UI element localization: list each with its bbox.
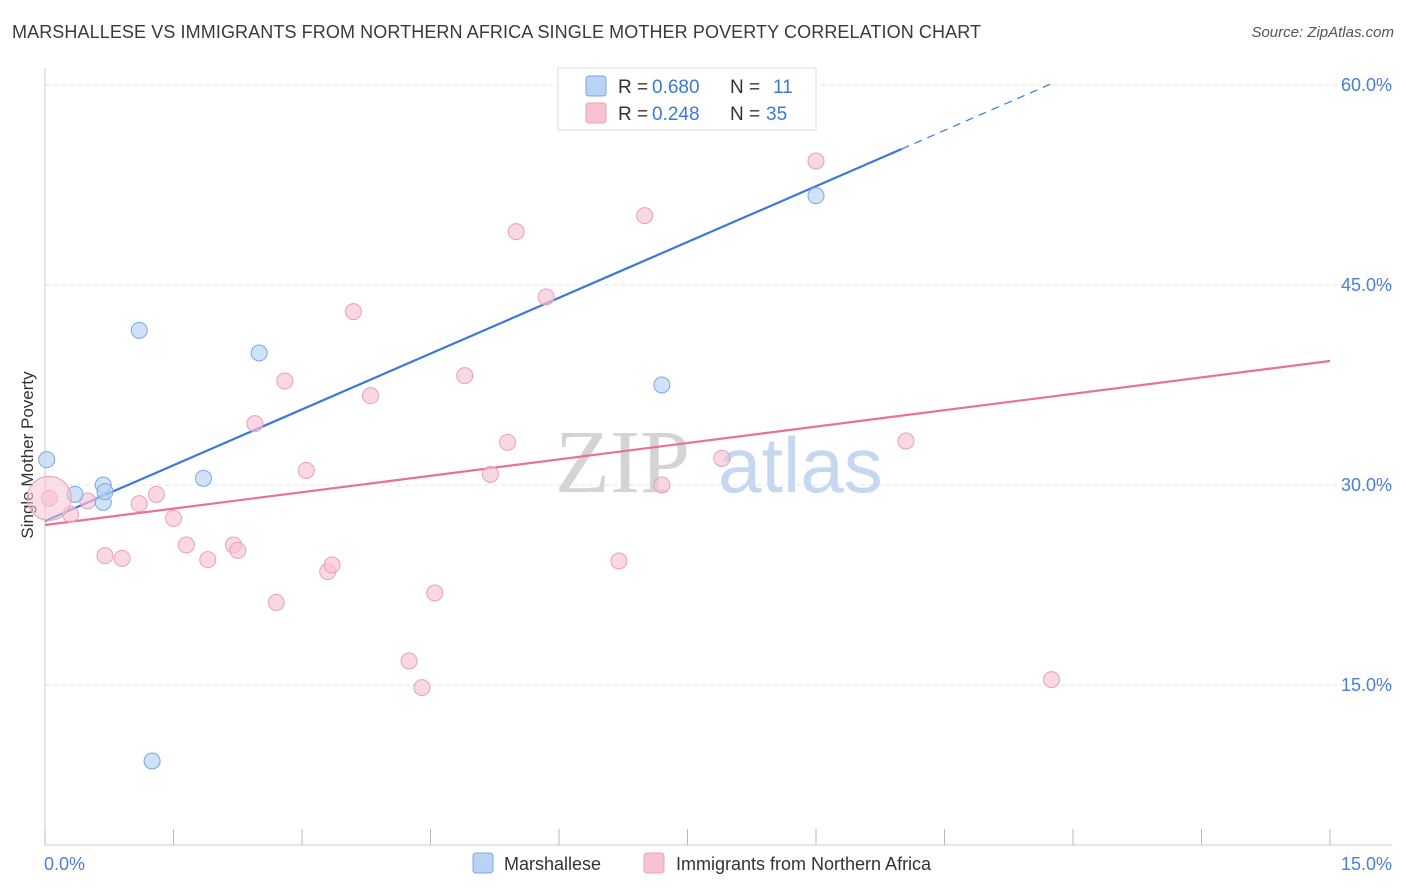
x-tick-label-max: 15.0%	[1341, 854, 1392, 874]
point-immigrants-33	[897, 432, 915, 450]
legend-n-value-2: 35	[766, 104, 787, 125]
y-tick-label-15: 15.0%	[1341, 675, 1392, 695]
y-tick-label-45: 45.0%	[1341, 275, 1392, 295]
point-immigrants-7	[165, 509, 182, 527]
bottom-legend-immigrants: Immigrants from Northern Africa	[676, 854, 932, 874]
bottom-legend-swatch-immigrants	[643, 852, 665, 874]
y-tick-labels: 15.0% 30.0% 45.0% 60.0%	[1341, 75, 1392, 695]
y-tick-label-30: 30.0%	[1341, 475, 1392, 495]
point-immigrants-14	[276, 372, 294, 390]
y-tick-label-60: 60.0%	[1341, 75, 1392, 95]
point-immigrants-20	[400, 652, 418, 670]
point-immigrants-34	[1043, 671, 1061, 689]
data-points	[26, 152, 1061, 770]
point-immigrants-18	[344, 303, 362, 321]
point-marshallese-5	[143, 752, 161, 770]
legend-n-label-1: N =	[730, 77, 760, 98]
point-marshallese-10	[96, 483, 114, 501]
point-immigrants-15	[297, 461, 315, 479]
bottom-legend-swatch-marshallese	[472, 852, 494, 874]
point-immigrants-26	[507, 223, 525, 241]
bottom-legend-marshallese: Marshallese	[504, 854, 601, 874]
legend-r-label-2: R =	[618, 104, 648, 125]
point-marshallese-0	[38, 451, 56, 469]
point-marshallese-8	[653, 376, 671, 394]
point-immigrants-21	[413, 679, 431, 697]
bottom-legend: Marshallese Immigrants from Northern Afr…	[472, 852, 932, 874]
point-immigrants-6	[147, 485, 165, 503]
point-immigrants-31	[713, 449, 731, 467]
trend-line-1	[44, 359, 1331, 527]
point-marshallese-9	[807, 187, 825, 205]
legend-r-value-1: 0.680	[652, 77, 700, 98]
trend-line-0	[44, 147, 903, 523]
point-immigrants-4	[113, 549, 131, 567]
point-immigrants-11	[229, 541, 247, 559]
point-marshallese-7	[250, 344, 268, 362]
point-immigrants-27	[537, 288, 555, 306]
point-immigrants-24	[481, 465, 499, 483]
point-immigrants-22	[426, 584, 444, 602]
point-immigrants-19	[362, 387, 380, 405]
legend-box: R = 0.680 N = 11 R = 0.248 N = 35	[557, 67, 817, 131]
legend-r-value-2: 0.248	[652, 104, 700, 125]
point-marshallese-4	[130, 321, 148, 339]
point-immigrants-32	[807, 152, 825, 170]
point-immigrants-5	[130, 495, 148, 513]
point-immigrants-30	[653, 476, 671, 494]
legend-n-label-2: N =	[730, 104, 760, 125]
legend-r-label-1: R =	[618, 77, 648, 98]
point-immigrants-28	[610, 552, 628, 570]
point-immigrants-17	[323, 556, 341, 574]
watermark-atlas: atlas	[718, 421, 883, 509]
point-immigrants-29	[636, 207, 654, 225]
point-immigrants-large	[26, 475, 72, 521]
x-tick-label-min: 0.0%	[44, 854, 85, 874]
point-immigrants-9	[199, 551, 217, 569]
x-ticks	[44, 829, 1331, 845]
source-label: Source: ZipAtlas.com	[1251, 24, 1394, 41]
point-immigrants-3	[96, 547, 114, 565]
watermark-zip: ZIP	[555, 413, 690, 512]
watermark: ZIP atlas	[555, 413, 883, 512]
point-immigrants-12	[246, 415, 264, 433]
grid-lines	[45, 84, 1392, 686]
point-marshallese-6	[194, 469, 212, 487]
trend-line-extension-0	[901, 83, 1052, 150]
point-immigrants-8	[177, 536, 195, 554]
legend-swatch-immigrants	[585, 102, 607, 124]
trend-lines	[44, 83, 1331, 527]
legend-n-value-1: 11	[773, 77, 793, 98]
point-immigrants-23	[456, 367, 474, 385]
legend-swatch-marshallese	[585, 75, 607, 97]
point-immigrants-13	[267, 593, 285, 611]
chart-title: MARSHALLESE VS IMMIGRANTS FROM NORTHERN …	[12, 22, 982, 42]
point-immigrants-25	[499, 433, 517, 451]
